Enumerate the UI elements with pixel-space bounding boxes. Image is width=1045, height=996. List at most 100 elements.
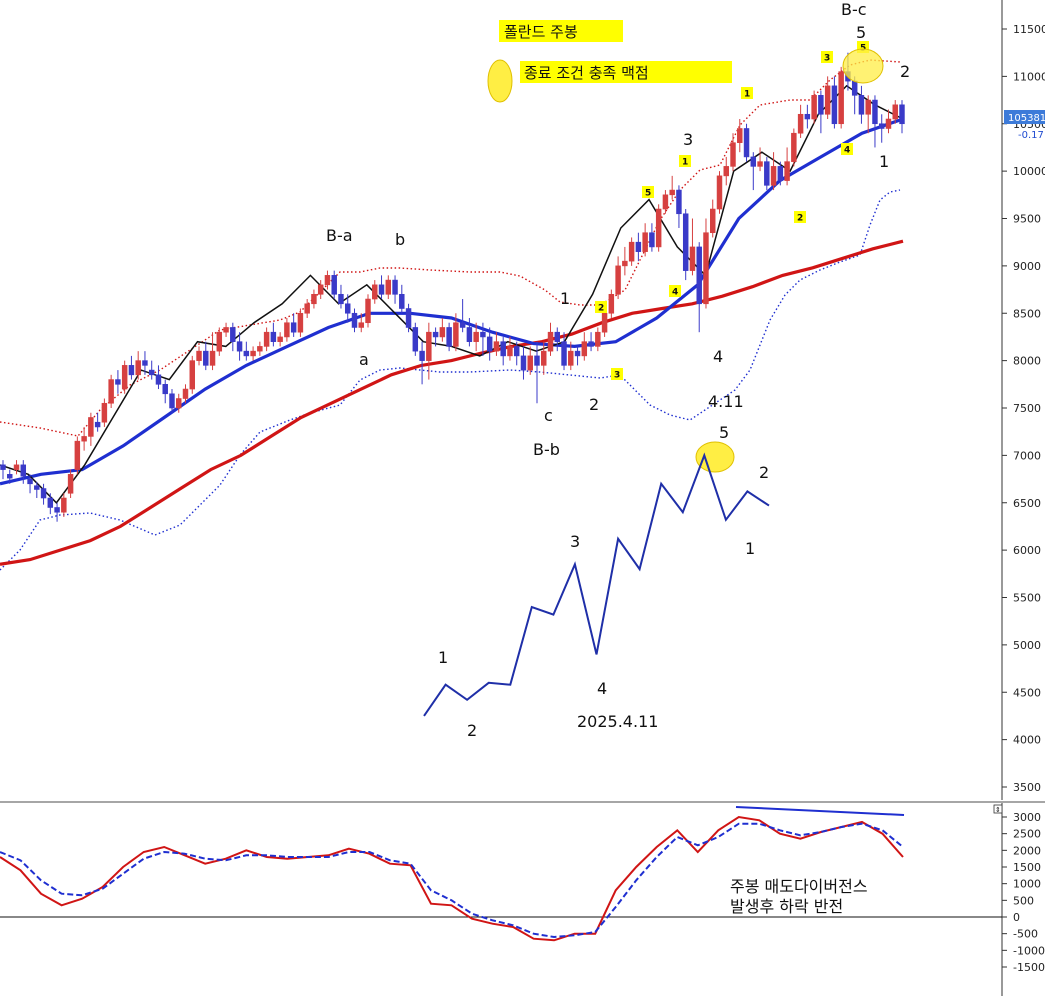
last-price-badge (1004, 110, 1045, 124)
title-highlight (499, 20, 623, 42)
schematic-label: 3 (570, 532, 580, 551)
wave-count-box-label: 4 (672, 288, 678, 298)
candle-body (230, 327, 236, 342)
candle-body (534, 355, 540, 366)
candle-body (304, 303, 310, 314)
candle-body (615, 265, 621, 295)
candle-body (223, 327, 229, 333)
candle-body (669, 189, 675, 196)
candle-body (723, 166, 729, 177)
candle-body (209, 350, 216, 366)
candle-body (696, 246, 702, 305)
wave-label: 5 (719, 423, 729, 442)
candle-body (750, 156, 757, 167)
wave-label: 4 (713, 347, 723, 366)
candlesticks (0, 52, 905, 522)
highlight-legend: 종료 조건 충족 맥점 (524, 64, 649, 82)
candle-body (432, 331, 439, 338)
candle-body (317, 284, 324, 295)
candle-body (385, 279, 392, 295)
price-axis-tick-label: 4500 (1013, 686, 1041, 699)
candle-body (642, 232, 648, 252)
wave-count-box-label: 2 (598, 304, 604, 314)
oscillator-tick-label: -1500 (1013, 961, 1045, 974)
wave-label: a (359, 350, 369, 369)
candle-body (344, 303, 351, 314)
candle-body (655, 208, 662, 248)
candle-body (128, 365, 135, 376)
candle-body (716, 175, 723, 210)
candle-body (142, 360, 148, 366)
candle-body (635, 241, 642, 252)
price-axis-tick-label: 8500 (1013, 307, 1041, 320)
candle-body (574, 350, 581, 357)
panel-collapse-glyph: ⇕ (995, 806, 1001, 814)
candle-body (858, 95, 865, 115)
candle-body (784, 161, 790, 181)
candle-body (507, 346, 513, 357)
oscillator-tick-label: -1000 (1013, 944, 1045, 957)
candle-body (27, 478, 33, 485)
candle-body (189, 360, 195, 390)
candle-body (405, 308, 412, 328)
schematic-wave-line (423, 452, 770, 717)
wave-label: 1 (560, 289, 570, 308)
price-axis-tick-label: 5500 (1013, 592, 1041, 605)
candle-body (101, 402, 108, 423)
price-axis-tick-label: 6500 (1013, 497, 1041, 510)
candle-body (284, 322, 290, 338)
schematic-label: 1 (745, 539, 755, 558)
candle-body (743, 128, 750, 158)
highlight-title: 폴란드 주봉 (504, 23, 578, 41)
candle-body (88, 417, 94, 437)
price-axis-tick-label: 11000 (1013, 70, 1045, 83)
price-axis-tick-label: 9000 (1013, 260, 1041, 273)
bollinger-bands (0, 59, 901, 571)
candle-body (453, 322, 459, 347)
candle-body (203, 350, 209, 366)
candle-body (250, 350, 256, 357)
price-axis-tick-label: 7500 (1013, 402, 1041, 415)
price-axis-tick-label: 4000 (1013, 734, 1041, 747)
candle-body (500, 341, 506, 357)
candle-body (764, 161, 770, 186)
wave-label: 2 (900, 62, 910, 81)
candle-body (486, 336, 493, 352)
candle-body (561, 341, 567, 366)
candle-body (581, 341, 588, 357)
wave-count-box-label: 4 (844, 146, 850, 156)
wave-label: 1 (879, 152, 889, 171)
candle-body (797, 113, 804, 134)
wave-count-box-label: 5 (645, 189, 651, 199)
candle-body (466, 327, 473, 342)
main-wave-labels: B-a b a 1 c B-b 2 3 5 4 4.11 B-c 5 2 1 (326, 0, 910, 459)
candle-body (513, 346, 520, 357)
oscillator-line (0, 822, 904, 939)
candle-body (439, 327, 446, 338)
moving-average-line (0, 84, 904, 504)
wave-count-box-label: 1 (682, 158, 688, 168)
change-label: -0.17 (1018, 130, 1044, 141)
top-highlight-ellipse (842, 48, 884, 84)
candle-body (459, 322, 466, 328)
candle-body (757, 161, 763, 167)
candle-body (148, 369, 155, 376)
wave-count-box (841, 143, 853, 155)
candle-body (81, 436, 87, 442)
schematic-label: 2 (467, 721, 477, 740)
candle-body (74, 440, 81, 470)
wave-count-box (794, 211, 806, 223)
candle-body (872, 99, 878, 125)
candle-body (770, 166, 777, 186)
schematic-date-label: 2025.4.11 (577, 712, 658, 731)
panel-collapse-icon[interactable] (993, 804, 1003, 814)
price-axis-tick-label: 7000 (1013, 449, 1041, 462)
candle-body (13, 464, 20, 470)
candle-body (831, 85, 838, 125)
candle-body (365, 298, 371, 324)
candle-body (737, 128, 743, 144)
candle-body (412, 327, 419, 352)
oscillator-tick-label: 500 (1013, 894, 1034, 907)
candle-body (703, 232, 709, 305)
